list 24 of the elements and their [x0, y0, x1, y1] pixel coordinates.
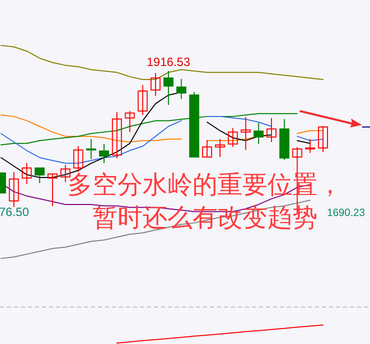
candlestick: [240, 116, 251, 150]
candlestick: [73, 145, 84, 172]
candlestick: [228, 127, 238, 148]
candlestick: [163, 70, 174, 106]
candlestick: [112, 112, 122, 159]
candlestick: [48, 173, 58, 207]
candlestick: [150, 72, 161, 96]
candlestick: [266, 118, 276, 142]
candlestick: [60, 164, 70, 183]
candlestick: [124, 110, 135, 133]
candlestick: [305, 138, 316, 154]
candlestick: [214, 138, 225, 158]
candlestick: [8, 171, 19, 208]
candlestick: [99, 143, 110, 164]
candlestick: [254, 122, 264, 144]
candlestick: [176, 78, 186, 100]
candlestick: [86, 138, 96, 160]
candlestick: [202, 140, 212, 158]
candlestick: [34, 167, 45, 184]
candlestick: [138, 84, 148, 116]
candlestick: [318, 125, 328, 152]
annotation: 1690.23: [327, 207, 366, 219]
candlestick: [22, 162, 32, 185]
text: 1916.53: [146, 55, 190, 69]
